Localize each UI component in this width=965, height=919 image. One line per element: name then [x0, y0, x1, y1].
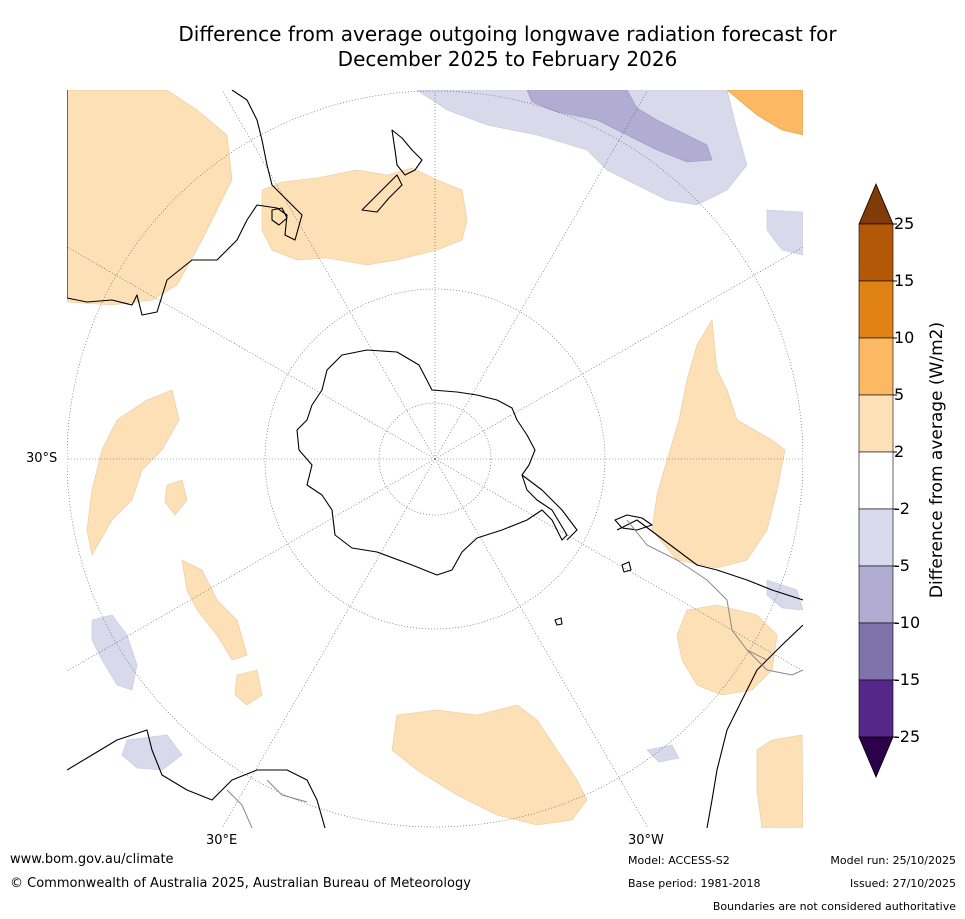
tierra-del-fuego: [614, 514, 653, 531]
longitude-label-30e: 30°E: [206, 833, 238, 848]
footer-model: Model: ACCESS-S2: [628, 854, 730, 867]
title-line-2: December 2025 to February 2026: [337, 47, 678, 71]
anomaly-negative-5-10: [526, 90, 713, 163]
anomaly-region-southeast-pacific: [766, 209, 803, 256]
anomaly-positive-2-5: [67, 90, 803, 828]
colorbar-tick-label: -2: [894, 499, 910, 518]
anomaly-region-south-atlantic-3: [646, 744, 680, 763]
anomaly-region-south-indian: [91, 614, 138, 691]
anomaly-negative-2-5: [91, 90, 803, 771]
colorbar: 25 15 10 5 2 -2 -5 -10 -15 -25: [858, 182, 920, 779]
anomaly-region-south-atlantic: [651, 319, 786, 569]
border-argentina-chile: [626, 519, 768, 661]
latitude-label-30s: 30°S: [26, 451, 58, 466]
colorbar-tick-label: 15: [894, 271, 914, 290]
new-zealand-south: [361, 174, 403, 213]
graticule: [67, 90, 803, 828]
south-america-coast-west: [616, 519, 803, 601]
polar-map: [67, 90, 803, 828]
anomaly-region-indian-ocean-3: [234, 669, 263, 706]
footer-disclaimer: Boundaries are not considered authoritat…: [712, 900, 956, 913]
anomaly-region-south-america-east: [676, 604, 778, 696]
anomaly-region-tasman: [261, 167, 468, 266]
anomaly-region-tropical-pacific: [416, 90, 748, 206]
colorbar-bin: [858, 337, 894, 396]
anomaly-region-pacific-strong: [526, 90, 713, 163]
borders: [226, 519, 803, 828]
anomaly-region-indian-ocean-2: [181, 559, 248, 661]
colorbar-tick-label: 5: [894, 385, 904, 404]
colorbar-tick-label: -15: [894, 670, 920, 689]
border-south-america-2: [746, 649, 803, 676]
colorbar-bin: [858, 223, 894, 282]
anomaly-region-small-1: [164, 479, 188, 516]
latitude-circle-70s: [378, 402, 492, 516]
anomaly-region-tropical-atlantic: [726, 90, 803, 136]
footer-website: www.bom.gov.au/climate: [10, 852, 174, 867]
colorbar-bin: [858, 394, 894, 453]
latitude-circle-50s: [264, 288, 606, 630]
border-africa-2: [266, 779, 308, 803]
title-line-1: Difference from average outgoing longwav…: [178, 22, 837, 46]
australia-coast: [67, 90, 303, 316]
anomaly-region-weddell: [391, 704, 588, 826]
antarctic-peninsula: [521, 474, 578, 541]
anomaly-region-indian-ocean: [86, 389, 180, 556]
colorbar-tick-label: -25: [894, 727, 920, 746]
new-zealand-north: [391, 129, 423, 176]
coastlines: [67, 90, 803, 828]
colorbar-bin: [858, 508, 894, 567]
footer-issued: Issued: 27/10/2025: [849, 877, 956, 890]
footer-model-run: Model run: 25/10/2025: [830, 854, 956, 867]
longitude-label-30w: 30°W: [628, 833, 664, 848]
meridian-150e: [221, 458, 436, 828]
colorbar-bin-extend-low: [858, 736, 894, 779]
meridian-180: [434, 458, 649, 828]
colorbar-bin: [858, 679, 894, 738]
colorbar-bin: [858, 280, 894, 339]
colorbar-title-text: Difference from average (W/m2): [927, 321, 947, 599]
falklands: [621, 561, 632, 573]
colorbar-bin-extend-high: [858, 182, 894, 225]
footer-copyright: © Commonwealth of Australia 2025, Austra…: [10, 876, 471, 891]
south-georgia: [554, 617, 563, 626]
anomaly-region-australia: [67, 90, 233, 306]
anomaly-positive-5-10: [726, 90, 803, 136]
chart-title: Difference from average outgoing longwav…: [60, 22, 955, 72]
footer-base-period: Base period: 1981-2018: [628, 877, 761, 890]
border-africa: [226, 789, 253, 828]
south-america-coast: [706, 624, 803, 828]
colorbar-bins: [858, 182, 894, 779]
colorbar-tick-label: -5: [894, 556, 910, 575]
anomaly-region-south-indian-2: [121, 734, 183, 771]
colorbar-bin: [858, 451, 894, 510]
colorbar-ticks: 25 15 10 5 2 -2 -5 -10 -15 -25: [893, 214, 920, 746]
antarctica-coast: [296, 349, 568, 576]
colorbar-bin: [858, 622, 894, 681]
africa-coast: [67, 729, 326, 828]
meridian-30e: [221, 90, 436, 460]
colorbar-tick-label: 25: [894, 214, 914, 233]
colorbar-tick-label: -10: [894, 613, 920, 632]
colorbar-tick-label: 2: [894, 442, 904, 461]
anomaly-region-south-america-west: [766, 579, 803, 611]
colorbar-tick-label: 10: [894, 328, 914, 347]
colorbar-bin: [858, 565, 894, 624]
tasmania: [271, 207, 288, 226]
anomaly-region-south-atlantic-2: [756, 734, 803, 828]
meridian-60w: [434, 90, 649, 460]
